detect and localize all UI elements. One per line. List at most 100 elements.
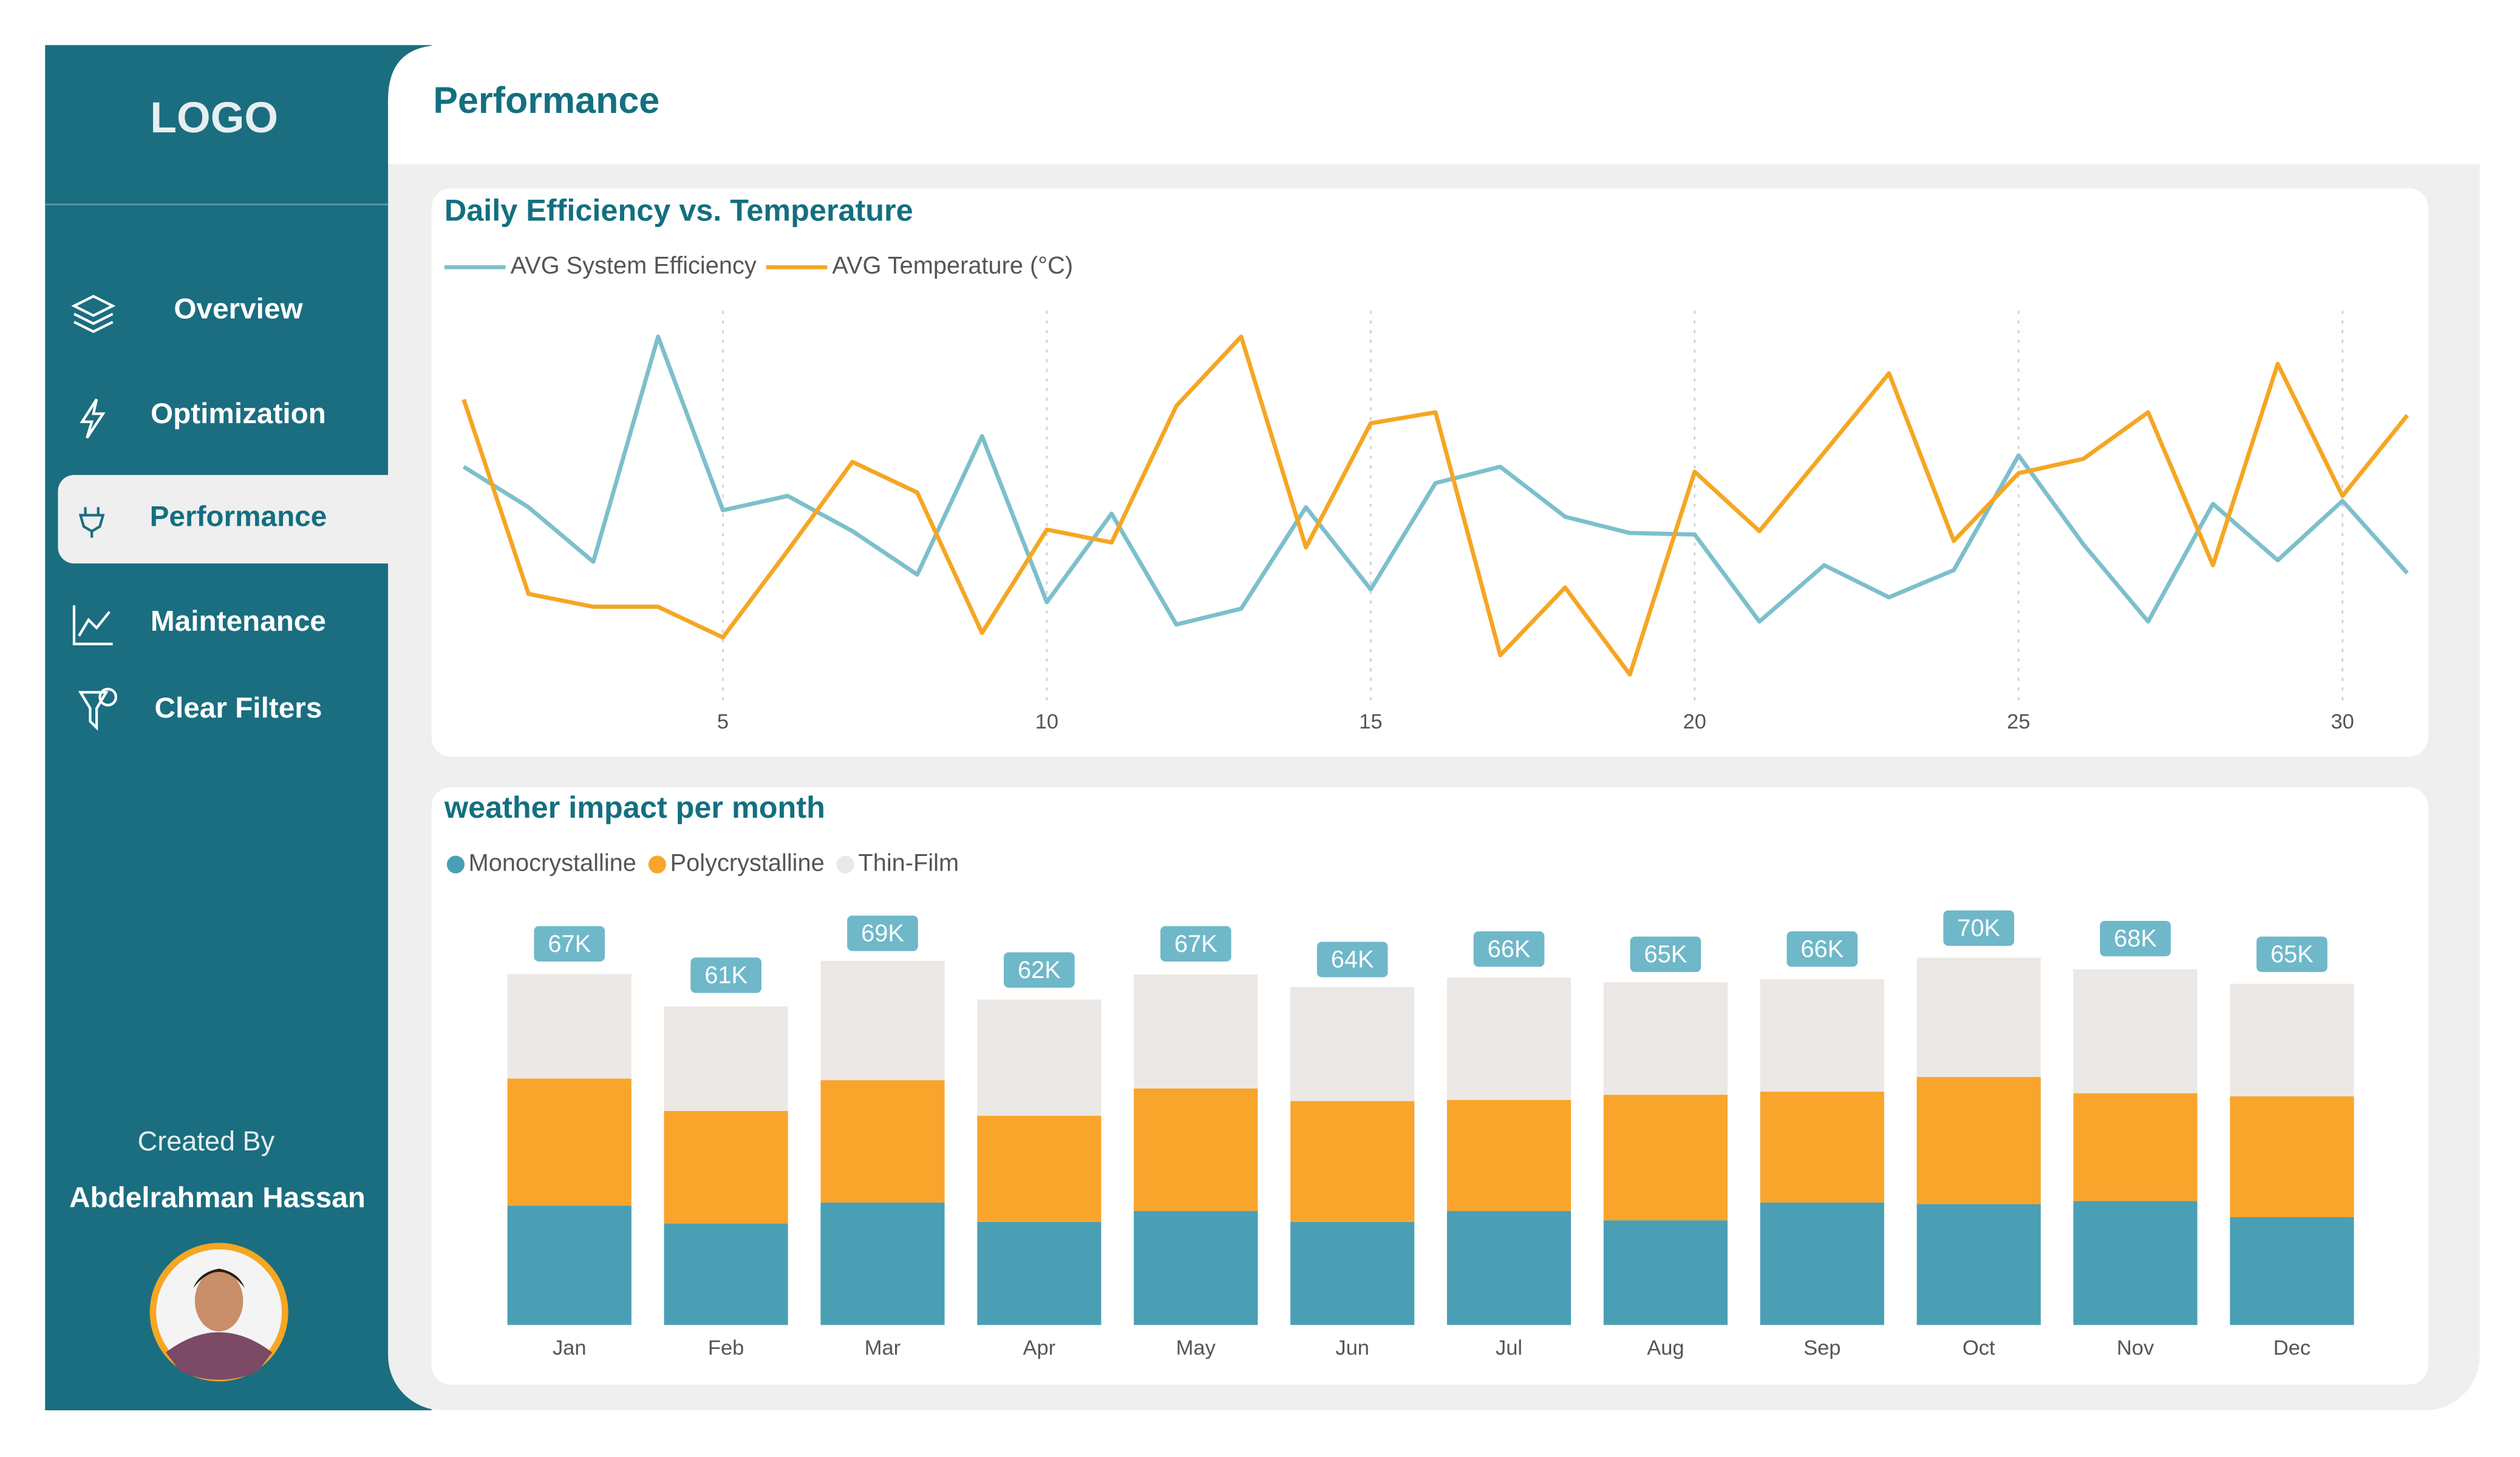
x-tick-label: 10 — [1035, 710, 1058, 733]
icon-optimization — [80, 398, 106, 439]
legend-label: Thin-Film — [858, 850, 959, 877]
bar-segment — [1290, 1221, 1415, 1325]
x-tick-label: 20 — [1683, 710, 1706, 733]
logo: LOGO — [150, 93, 278, 142]
bar-segment — [2073, 1201, 2198, 1325]
total-label-bg — [1316, 942, 1388, 977]
bar-segment — [664, 1223, 788, 1325]
bar-segment — [2073, 1093, 2198, 1201]
total-label-bg — [534, 926, 605, 962]
total-label: 66K — [1488, 936, 1531, 962]
bar-segment — [1446, 977, 1572, 1100]
bar-segment — [2230, 1096, 2354, 1217]
x-tick-label: 30 — [2331, 710, 2354, 733]
bar-segment — [507, 1078, 632, 1206]
card — [431, 188, 2428, 757]
bar-segment — [1760, 979, 1884, 1092]
bar-segment — [1134, 974, 1258, 1089]
x-tick-label: Apr — [1023, 1336, 1056, 1359]
nav-item[interactable]: Overview — [174, 293, 303, 325]
total-label: 70K — [1957, 915, 2000, 942]
x-tick-label: Nov — [2117, 1336, 2154, 1359]
avatar-face — [194, 1270, 243, 1332]
icon-maintenance — [72, 605, 113, 645]
bar-segment — [664, 1111, 788, 1224]
total-label: 62K — [1018, 957, 1061, 983]
bar-segment — [977, 1221, 1102, 1325]
avatar — [149, 1243, 288, 1382]
bar-segment — [977, 999, 1102, 1116]
header — [388, 45, 2480, 165]
nav-item[interactable]: Optimization — [151, 398, 326, 430]
author: Abdelrahman Hassan — [69, 1181, 366, 1214]
total-label-bg — [1004, 952, 1075, 988]
x-tick-label: May — [1176, 1336, 1216, 1359]
bar-segment — [1446, 1099, 1572, 1211]
x-tick-label: Mar — [865, 1336, 901, 1359]
x-tick-label: Feb — [708, 1336, 744, 1359]
bar-segment — [1134, 1088, 1258, 1211]
total-label-bg — [1473, 931, 1545, 967]
legend-label: Polycrystalline — [670, 850, 825, 877]
bar-segment — [1446, 1211, 1572, 1325]
bar-segment — [1603, 1095, 1728, 1221]
total-label-bg — [1786, 931, 1858, 967]
total-label-bg — [1160, 926, 1231, 962]
line-series — [462, 335, 2409, 627]
total-label: 65K — [1644, 941, 1687, 968]
x-tick-label: 25 — [2007, 710, 2030, 733]
nav-item-active[interactable]: Performance — [150, 501, 327, 533]
legend-label: AVG System Efficiency — [511, 253, 757, 279]
x-tick-label: Aug — [1647, 1336, 1684, 1359]
avatar-shirt — [166, 1332, 273, 1380]
chart-title: Daily Efficiency vs. Temperature — [444, 192, 913, 227]
bar-segment — [1760, 1092, 1884, 1203]
bar-segment — [2073, 969, 2198, 1093]
icon-overview — [71, 294, 116, 333]
x-tick-label: Jan — [553, 1336, 587, 1359]
legend-swatch — [648, 855, 666, 874]
total-label-bg — [1943, 910, 2015, 946]
legend-label: AVG Temperature (°C) — [832, 253, 1073, 279]
nav-icons — [71, 294, 118, 731]
bar-segment — [1916, 1204, 2041, 1325]
sidebar — [45, 45, 432, 1411]
bar-segment — [1290, 987, 1415, 1101]
x-tick-label: Jun — [1335, 1336, 1369, 1359]
x-tick-label: Sep — [1803, 1336, 1841, 1359]
bar-segment — [820, 1080, 945, 1203]
page-title: Performance — [433, 80, 659, 121]
bar-segment — [1916, 957, 2041, 1078]
total-label-bg — [690, 957, 761, 993]
nav-item[interactable]: Maintenance — [151, 605, 326, 637]
icon-clear-filters — [78, 691, 109, 731]
total-label-bg — [1630, 936, 1701, 973]
x-tick-label: Jul — [1496, 1336, 1522, 1359]
total-label: 64K — [1331, 946, 1374, 973]
bar-segment — [1603, 982, 1728, 1095]
bar-segment — [2230, 1217, 2354, 1325]
icon-performance — [78, 507, 105, 538]
chart-title: weather impact per month — [444, 790, 825, 824]
x-tick-label: Oct — [1963, 1336, 1995, 1359]
icon-clear-filters-badge — [98, 687, 118, 707]
bar-segment — [664, 1006, 788, 1112]
legend-swatch — [446, 855, 465, 874]
bar-segment — [820, 1202, 945, 1325]
bar-segment — [820, 960, 945, 1081]
bar-segment — [507, 1206, 632, 1325]
credit-label: Created By — [138, 1126, 275, 1156]
legend-label: Monocrystalline — [469, 850, 636, 877]
total-label: 66K — [1800, 936, 1844, 962]
total-label: 65K — [2270, 941, 2314, 968]
legend-swatch — [836, 855, 854, 874]
avatar-hair — [193, 1268, 245, 1288]
nav-active — [58, 475, 404, 564]
total-label-bg — [2256, 936, 2328, 973]
bar-segment — [2230, 983, 2354, 1096]
total-label-bg — [847, 915, 918, 951]
x-tick-label: 5 — [717, 710, 729, 733]
nav-item[interactable]: Clear Filters — [155, 692, 322, 724]
total-label: 67K — [1174, 931, 1217, 957]
x-tick-label: Dec — [2273, 1336, 2311, 1359]
